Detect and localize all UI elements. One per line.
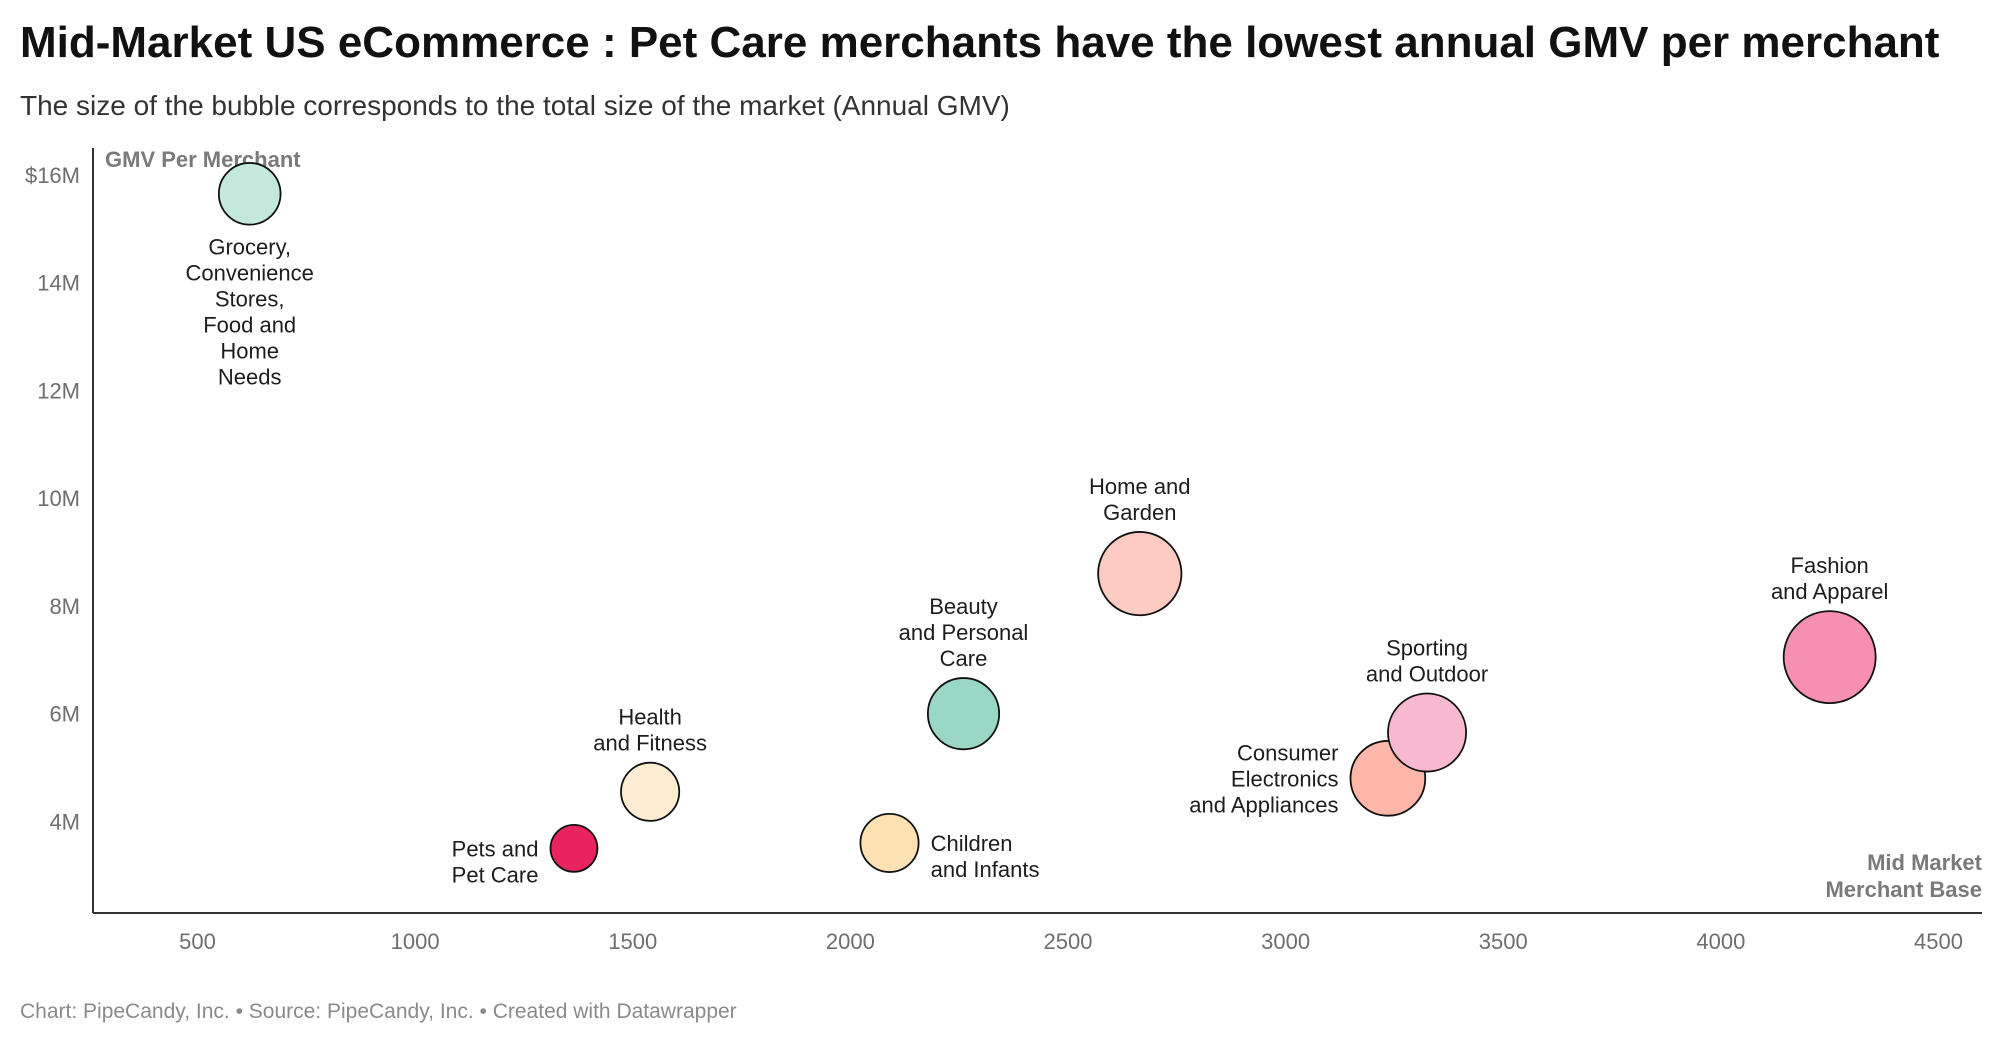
bubble <box>926 677 1001 751</box>
chart-axes: 4M 6M 8M 10M 12M 14M $16M 500 1000 1500 2000 2500 30… <box>25 147 1983 954</box>
y-tick-label: 12M <box>37 378 80 403</box>
bubble <box>859 812 920 873</box>
x-tick-label: 3500 <box>1479 929 1528 954</box>
y-tick-label: 4M <box>49 809 80 834</box>
x-tick-label: 1000 <box>391 929 440 954</box>
chart-footer: Chart: PipeCandy, Inc. • Source: PipeCan… <box>20 1000 737 1024</box>
chart-bubble-labels: Grocery, Convenience Stores, Food and Home Ne… <box>185 235 1888 888</box>
chart-subtitle: The size of the bubble corresponds to th… <box>20 90 1010 121</box>
bubble-label: Consumer Electronics and Appliances <box>1189 740 1338 817</box>
bubble-label: Health and Fitness <box>593 705 707 756</box>
y-tick-label: 10M <box>37 486 80 511</box>
y-axis-title: GMV Per Merchant <box>105 147 301 172</box>
y-tick-label: $16M <box>25 163 80 188</box>
x-tick-label: 2500 <box>1043 929 1092 954</box>
bubble-label: Home and Garden <box>1089 474 1191 525</box>
chart-credit: Chart: PipeCandy, Inc. <box>20 1000 230 1023</box>
x-tick-label: 4000 <box>1696 929 1745 954</box>
bubble <box>1097 531 1183 617</box>
footer-separator: • <box>479 1000 487 1023</box>
bubble-label: Pets and Pet Care <box>452 836 539 887</box>
bubble-label: Sporting and Outdoor <box>1366 635 1488 686</box>
x-tick-label: 2000 <box>826 929 875 954</box>
y-tick-label: 14M <box>37 271 80 296</box>
bubble-label: Beauty and Personal Care <box>899 594 1029 671</box>
bubble <box>620 761 681 822</box>
x-tick-label: 1500 <box>608 929 657 954</box>
bubble-label: Children and Infants <box>931 831 1040 882</box>
x-tick-label: 500 <box>179 929 216 954</box>
x-tick-label: 3000 <box>1261 929 1310 954</box>
bubble <box>217 162 282 226</box>
y-tick-label: 6M <box>49 702 80 727</box>
x-axis-title: Mid Market Merchant Base <box>1825 850 1982 902</box>
y-tick-label: 8M <box>49 594 80 619</box>
bubble-label: Fashion and Apparel <box>1771 553 1888 604</box>
bubble <box>1387 692 1467 773</box>
bubble <box>549 823 599 873</box>
footer-separator: • <box>235 1000 243 1023</box>
x-tick-label: 4500 <box>1914 929 1963 954</box>
chart-bubbles <box>217 162 1877 873</box>
datawrapper-credit: Created with Datawrapper <box>492 1000 737 1023</box>
source-credit: Source: PipeCandy, Inc. <box>248 1000 474 1023</box>
bubble-label: Grocery, Convenience Stores, Food and Home Ne… <box>185 235 313 390</box>
bubble <box>1782 610 1877 705</box>
chart-title: Mid-Market US eCommerce : Pet Care merch… <box>20 18 1940 67</box>
